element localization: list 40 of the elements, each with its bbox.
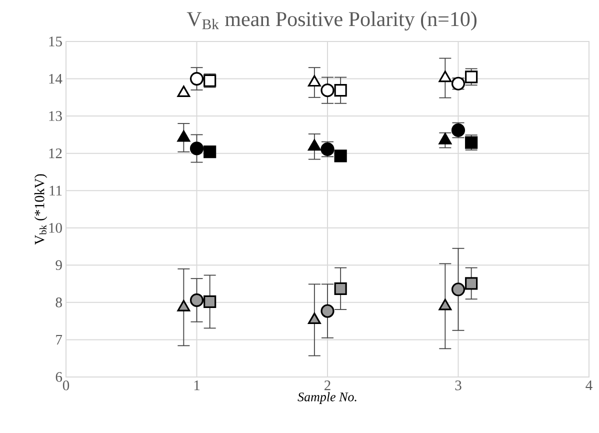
- x-tick-label: 0: [62, 380, 70, 390]
- point: [177, 86, 190, 97]
- point: [177, 300, 190, 312]
- y-tick-label: 6: [56, 372, 62, 382]
- point: [320, 84, 334, 98]
- point: [204, 146, 216, 158]
- y-tick-label: 13: [49, 111, 62, 121]
- point: [320, 304, 334, 318]
- point: [190, 142, 204, 156]
- x-tick-label: 3: [455, 380, 462, 390]
- point: [190, 293, 204, 307]
- point: [465, 277, 478, 290]
- y-tick-label: 8: [56, 298, 62, 308]
- point: [308, 139, 321, 151]
- y-tick-label: 9: [56, 260, 62, 270]
- y-tick-label: 10: [49, 222, 62, 233]
- point: [334, 282, 347, 295]
- chart-title: V$_{Bk}$ mean Positive Polarity (n=10): [186, 11, 476, 31]
- x-tick-label: 1: [194, 380, 200, 390]
- y-tick-label: 12: [49, 148, 62, 158]
- point: [308, 312, 321, 324]
- x-axis-title: Sample No.: [298, 392, 356, 404]
- y-tick-label: 7: [56, 334, 62, 344]
- point: [204, 295, 216, 308]
- point: [177, 130, 190, 142]
- x-tick-label: 4: [586, 380, 592, 390]
- point: [438, 132, 452, 144]
- point: [438, 70, 452, 82]
- y-axis-title: V$_{bk}$ (*10kV): [34, 174, 48, 245]
- point: [308, 75, 321, 87]
- point: [334, 150, 347, 162]
- point: [190, 72, 204, 86]
- point: [334, 84, 347, 97]
- point: [451, 282, 466, 296]
- x-tick-label: 2: [324, 380, 330, 390]
- y-tick-label: 15: [49, 36, 62, 46]
- y-tick-label: 14: [49, 74, 62, 84]
- point: [438, 298, 452, 310]
- point: [465, 70, 478, 84]
- y-tick-label: 11: [50, 186, 62, 196]
